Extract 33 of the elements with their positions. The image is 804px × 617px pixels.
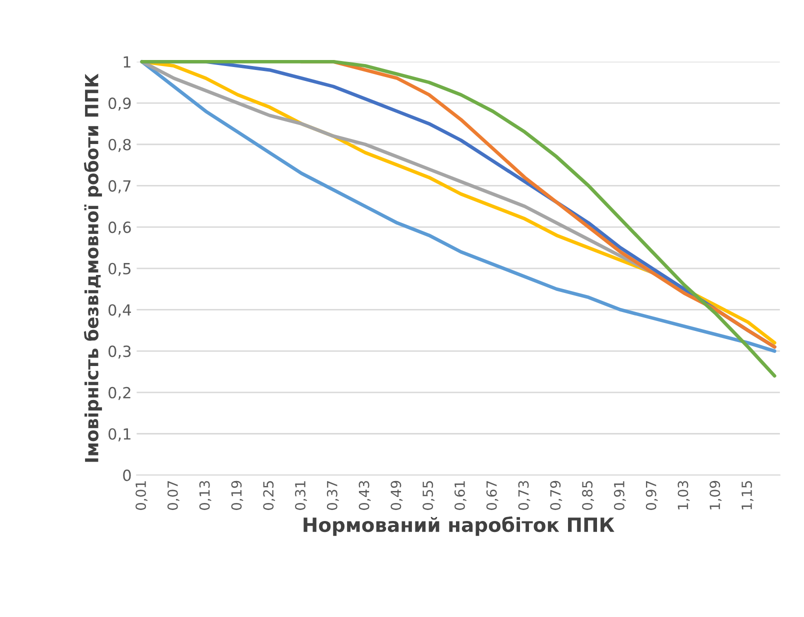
x-tick-label: 1,09 (710, 480, 722, 510)
x-tick-label: 0,61 (454, 481, 466, 510)
x-tick-label: 1,15 (742, 481, 754, 510)
y-tick-label: 0,5 (108, 262, 130, 276)
x-tick-label: 0,25 (263, 481, 276, 510)
x-tick-label: 0,73 (518, 481, 530, 510)
y-tick-label: 0 (123, 470, 131, 482)
y-tick-label: 0,3 (108, 346, 131, 359)
y-tick-label: 0,1 (108, 428, 130, 442)
x-tick-label: 1,03 (678, 481, 690, 510)
x-tick-label: 0,79 (550, 480, 562, 510)
x-tick-label: 0,31 (294, 481, 307, 510)
x-tick-label: 0,49 (390, 480, 403, 510)
y-tick-label: 0,2 (108, 386, 130, 400)
y-tick-label: 0,7 (108, 180, 131, 194)
x-tick-label: 0,01 (136, 481, 148, 510)
x-axis-title: Нормований наробіток ППК (304, 516, 614, 536)
x-tick-label: 0,55 (422, 481, 434, 510)
x-tick-label: 0,37 (326, 481, 339, 510)
y-tick-label: 1 (124, 56, 130, 68)
y-tick-label: 0,9 (108, 98, 131, 111)
x-tick-label: 0,19 (231, 480, 244, 510)
x-tick-label: 0,97 (646, 481, 658, 510)
x-tick-label: 0,07 (167, 481, 180, 510)
x-tick-label: 0,43 (358, 481, 371, 510)
x-tick-label: 0,67 (486, 481, 498, 510)
y-tick-label: 0,8 (108, 138, 131, 152)
x-tick-label: 0,85 (582, 481, 594, 510)
y-axis-title: Імовірність безвідмовної роботи ППК (84, 74, 102, 462)
y-tick-label: 0,4 (108, 304, 131, 318)
x-tick-label: 0,91 (614, 481, 626, 510)
y-tick-label: 0,6 (108, 222, 131, 235)
x-tick-label: 0,13 (199, 481, 212, 510)
